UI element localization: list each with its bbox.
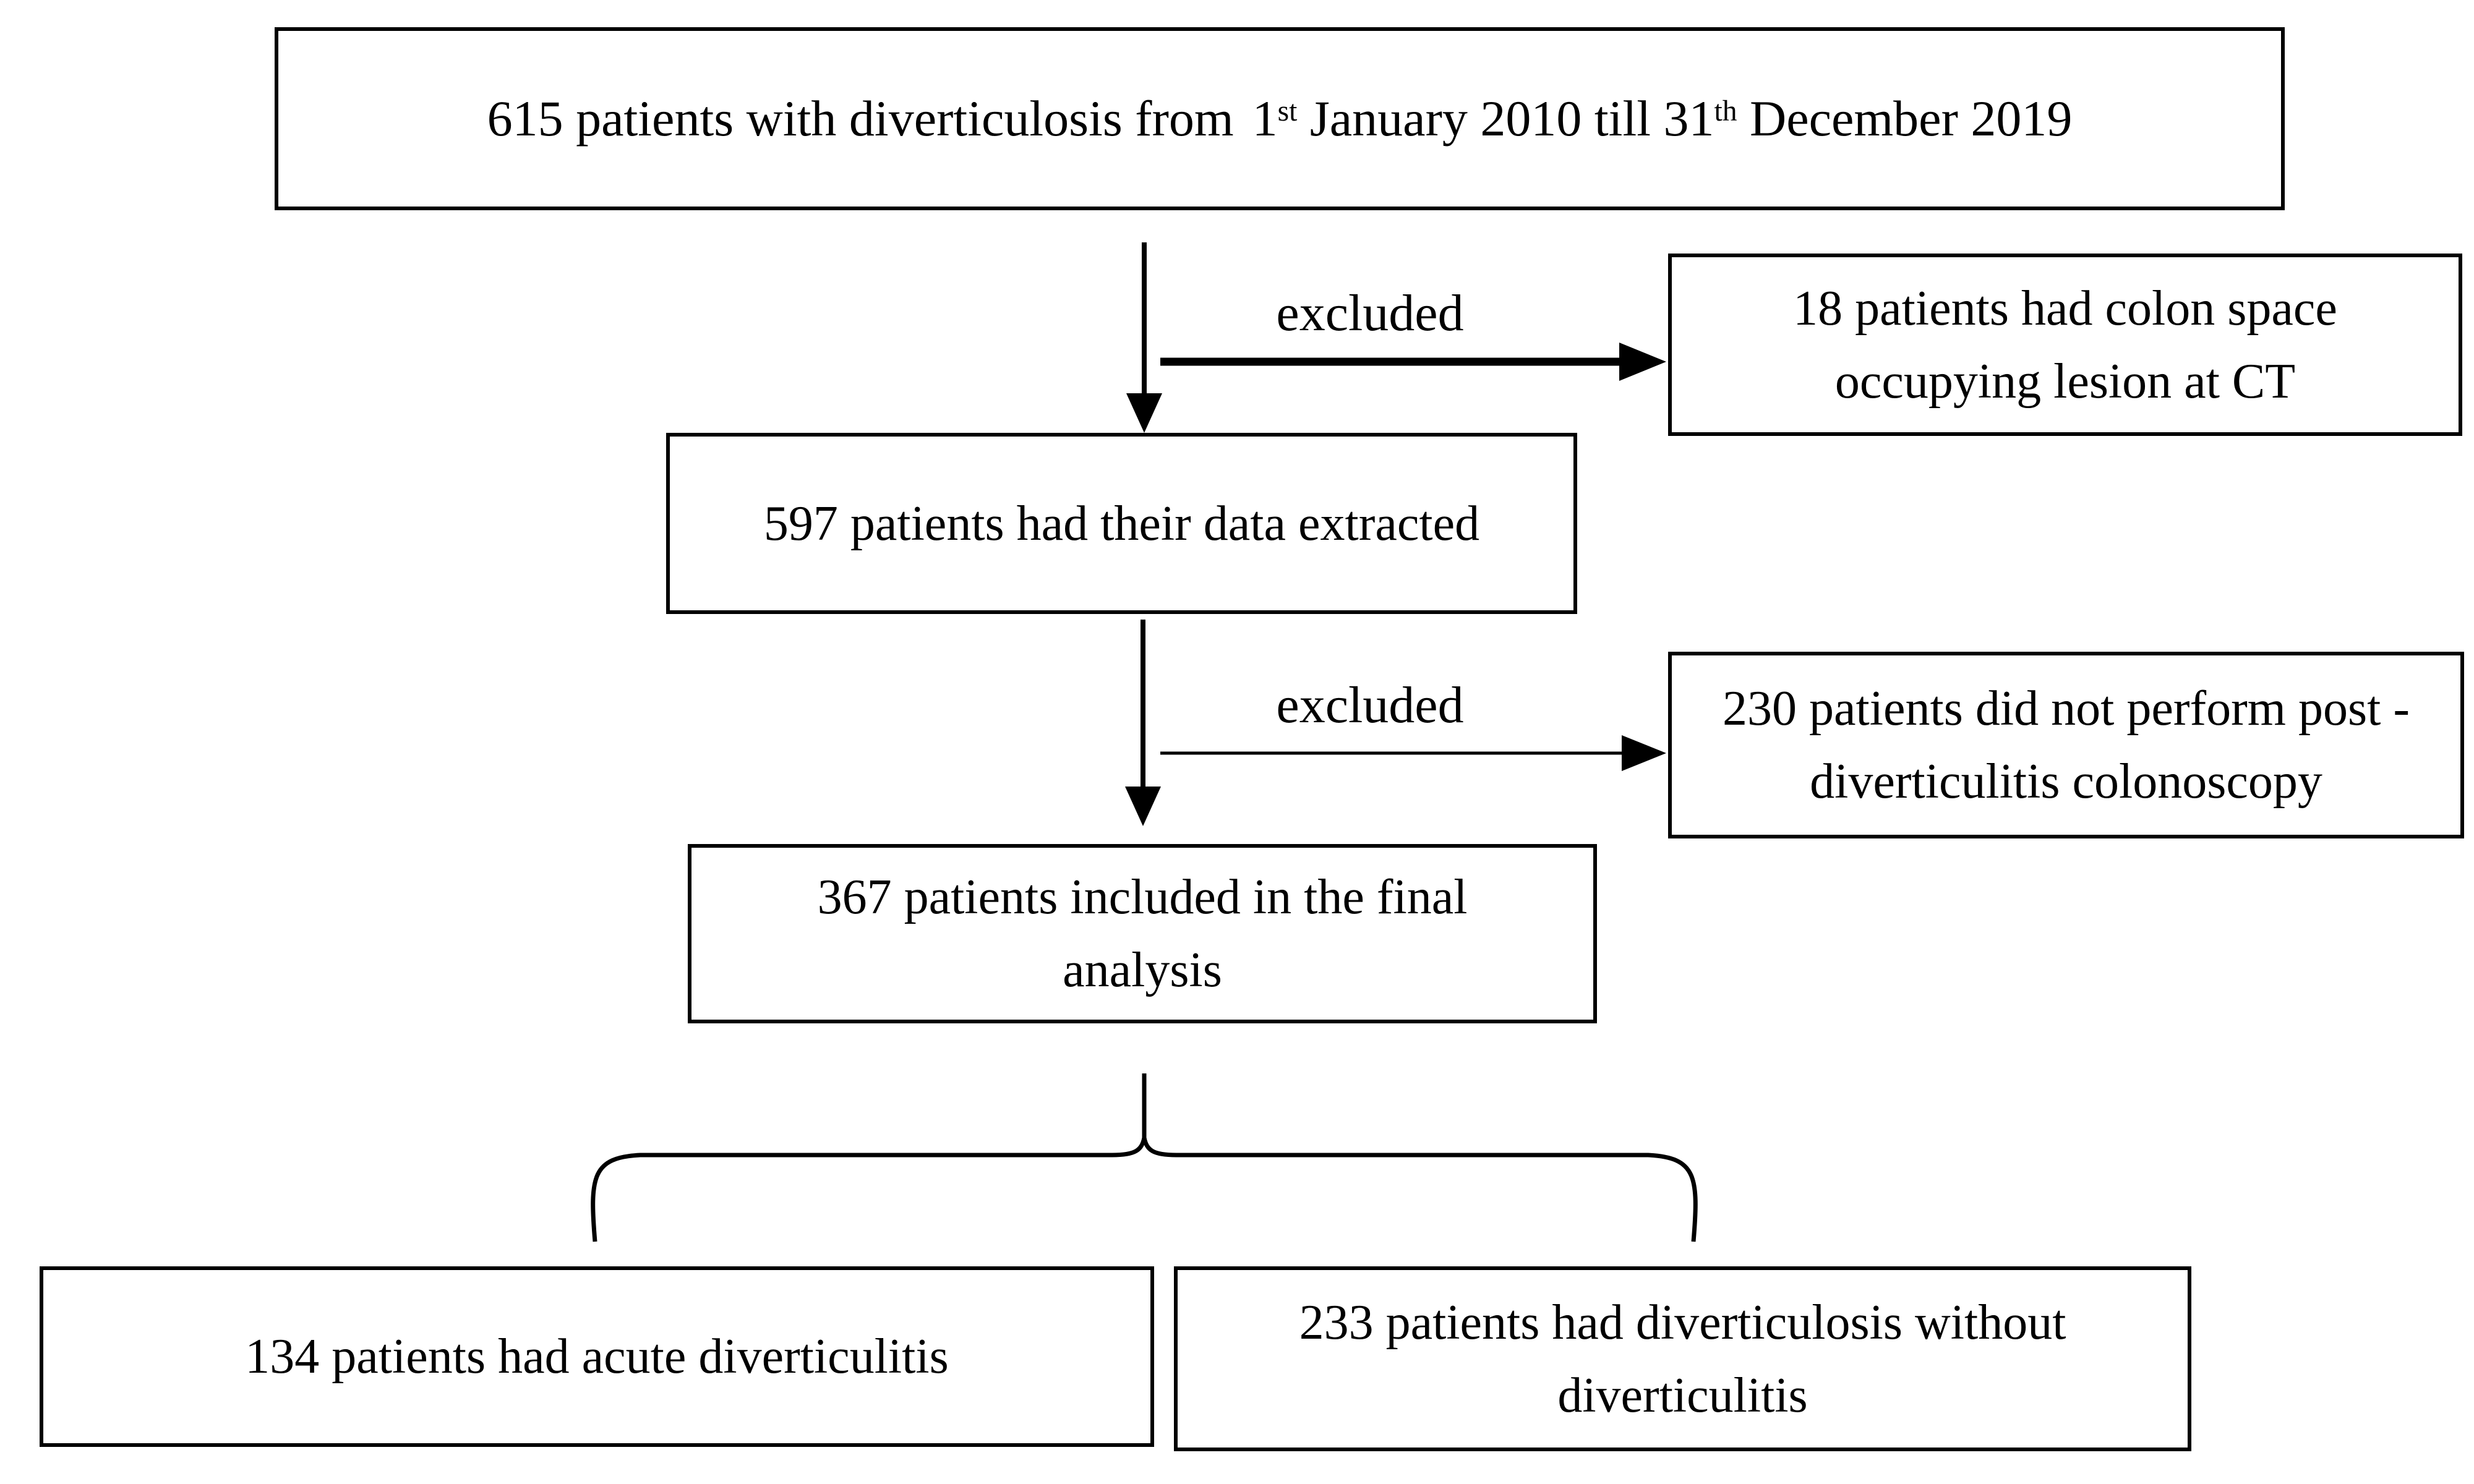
- arrow-right-2-head: [1622, 735, 1666, 771]
- start-day: 1: [1252, 90, 1278, 147]
- arrow-right-1-head: [1619, 343, 1666, 381]
- box-excluded-colon-lesion-line2: occupying lesion at CT: [1834, 354, 2296, 409]
- box-excluded-colon-lesion-line1: 18 patients had colon space: [1793, 281, 2337, 336]
- box-acute-diverticulitis: 134 patients had acute diverticulitis: [40, 1266, 1154, 1447]
- start-day-ordinal: st: [1277, 95, 1298, 128]
- excluded-label-1: excluded: [1276, 284, 1464, 342]
- total-patients-text-part3: December 2019: [1737, 90, 2073, 147]
- box-data-extracted-text: 597 patients had their data extracted: [763, 496, 1480, 551]
- end-day: 31: [1663, 90, 1714, 147]
- box-final-analysis: 367 patients included in the final analy…: [688, 844, 1597, 1023]
- box-data-extracted: 597 patients had their data extracted: [666, 433, 1577, 614]
- end-day-ordinal: th: [1714, 95, 1737, 128]
- box-final-analysis-line2: analysis: [1063, 943, 1222, 997]
- box-excluded-no-colonoscopy-line2: diverticulitis colonoscopy: [1810, 754, 2322, 809]
- excluded-label-2: excluded: [1276, 676, 1464, 734]
- box-diverticulosis-without-diverticulitis: 233 patients had diverticulosis without …: [1174, 1266, 2191, 1451]
- box-diverticulosis-without-line2: diverticulitis: [1557, 1368, 1808, 1423]
- arrow-down-2-head: [1125, 787, 1161, 826]
- total-patients-text-part2: January 2010 till: [1297, 90, 1664, 147]
- box-excluded-no-colonoscopy-line1: 230 patients did not perform post -: [1723, 681, 2410, 736]
- box-total-patients: 615 patients with diverticulosis from 1st…: [275, 27, 2285, 210]
- box-excluded-colon-lesion: 18 patients had colon space occupying le…: [1668, 254, 2462, 436]
- box-diverticulosis-without-line1: 233 patients had diverticulosis without: [1299, 1295, 2066, 1350]
- box-final-analysis-line1: 367 patients included in the final: [817, 870, 1468, 924]
- split-brace: [591, 1137, 1698, 1242]
- box-acute-diverticulitis-text: 134 patients had acute diverticulitis: [245, 1329, 949, 1384]
- box-total-patients-text: 615 patients with diverticulosis from 1st…: [487, 82, 2073, 155]
- arrow-down-1-head: [1126, 393, 1162, 433]
- box-excluded-no-colonoscopy: 230 patients did not perform post - dive…: [1668, 652, 2464, 838]
- total-patients-text-part1: 615 patients with diverticulosis from: [487, 90, 1234, 147]
